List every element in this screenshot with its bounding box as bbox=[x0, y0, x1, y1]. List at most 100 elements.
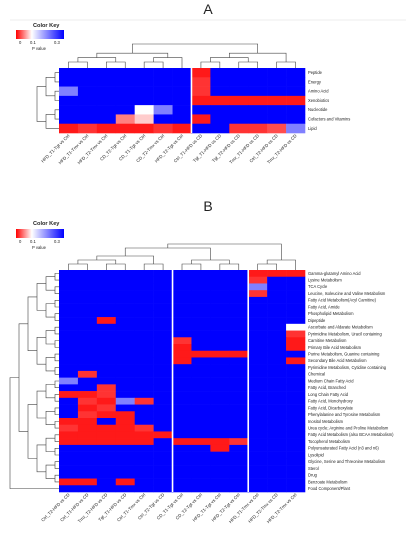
heatmap-cell bbox=[77, 384, 98, 392]
heatmap-cell bbox=[77, 465, 98, 473]
dendrogram-branch bbox=[54, 353, 59, 362]
heatmap-cell bbox=[191, 77, 211, 87]
heatmap-cell bbox=[172, 68, 192, 78]
heatmap-cell bbox=[115, 123, 135, 134]
heatmap-cell bbox=[267, 310, 287, 318]
heatmap-cell bbox=[96, 391, 117, 399]
heatmap-cell bbox=[267, 377, 287, 385]
heatmap-cell bbox=[134, 350, 154, 358]
heatmap-cell bbox=[172, 438, 192, 446]
dendrogram-branch bbox=[36, 86, 46, 122]
heatmap-cell bbox=[134, 364, 154, 372]
heatmap-cell bbox=[134, 337, 154, 345]
row-label: Lysine Metabolism bbox=[308, 277, 342, 282]
heatmap-cell bbox=[248, 391, 268, 399]
heatmap-cell bbox=[210, 404, 230, 412]
dendrogram-branch bbox=[54, 340, 59, 348]
heatmap-cell bbox=[267, 290, 287, 298]
heatmap-cell bbox=[153, 411, 173, 419]
heatmap-cell bbox=[153, 290, 173, 298]
panel-b-heatmap bbox=[59, 270, 306, 493]
heatmap-cell bbox=[172, 458, 192, 466]
heatmap-cell bbox=[134, 303, 154, 311]
dendrogram-branch bbox=[45, 276, 55, 291]
heatmap-cell bbox=[248, 370, 268, 378]
heatmap-cell bbox=[210, 105, 230, 115]
heatmap-cell bbox=[286, 370, 306, 378]
heatmap-cell bbox=[59, 451, 79, 459]
dendrogram-branch bbox=[257, 263, 277, 270]
heatmap-cell bbox=[77, 391, 98, 399]
heatmap-cell bbox=[191, 68, 211, 78]
dendrogram-branch bbox=[54, 326, 59, 335]
heatmap-cell bbox=[134, 105, 154, 115]
heatmap-cell bbox=[267, 465, 287, 473]
row-label: Cofactors and Vitamins bbox=[308, 116, 350, 121]
heatmap-cell bbox=[191, 357, 211, 365]
heatmap-cell bbox=[172, 377, 192, 385]
dendrogram-branch bbox=[45, 464, 55, 479]
heatmap-cell bbox=[96, 114, 117, 125]
heatmap-cell bbox=[210, 68, 230, 78]
heatmap-cell bbox=[286, 310, 306, 318]
heatmap-cell bbox=[286, 384, 306, 392]
color-key-gradient bbox=[16, 30, 64, 39]
heatmap-cell bbox=[134, 438, 154, 446]
dendrogram-branch bbox=[106, 263, 126, 270]
heatmap-cell bbox=[115, 296, 135, 304]
dendrogram-branch bbox=[276, 61, 296, 68]
heatmap-cell bbox=[267, 458, 287, 466]
heatmap-cell bbox=[248, 303, 268, 311]
dendrogram-branch bbox=[132, 43, 258, 54]
row-label: Secondary Bile Acid Metabolism bbox=[308, 358, 367, 363]
heatmap-cell bbox=[191, 317, 211, 325]
heatmap-cell bbox=[115, 290, 135, 298]
heatmap-cell bbox=[172, 451, 192, 459]
heatmap-cell bbox=[286, 444, 306, 452]
heatmap-cell bbox=[115, 451, 135, 459]
heatmap-cell bbox=[96, 471, 117, 479]
dendrogram-branch bbox=[36, 283, 46, 311]
heatmap-cell bbox=[59, 77, 79, 87]
heatmap-cell bbox=[191, 344, 211, 352]
heatmap-cell bbox=[134, 485, 154, 493]
heatmap-cell bbox=[59, 330, 79, 338]
row-label: Phospholipid Metabolism bbox=[308, 311, 354, 316]
heatmap-cell bbox=[96, 370, 117, 378]
dendrogram-branch bbox=[238, 61, 258, 68]
heatmap-cell bbox=[59, 478, 79, 486]
heatmap-cell bbox=[210, 344, 230, 352]
heatmap-cell bbox=[248, 384, 268, 392]
heatmap-cell bbox=[286, 330, 306, 338]
heatmap-cell bbox=[96, 404, 117, 412]
heatmap-cell bbox=[210, 384, 230, 392]
heatmap-cell bbox=[229, 418, 249, 426]
heatmap-cell bbox=[286, 485, 306, 493]
heatmap-cell bbox=[153, 270, 173, 278]
color-key-tick-0: 0 bbox=[19, 40, 22, 45]
row-label: Urea cycle; Arginine and Proline Metabol… bbox=[308, 425, 389, 430]
heatmap-cell bbox=[267, 350, 287, 358]
heatmap-cell bbox=[267, 370, 287, 378]
dendrogram-branch bbox=[45, 410, 55, 426]
heatmap-cell bbox=[229, 377, 249, 385]
panel-a-row-labels: Peptide Energy Amino Acid Xenobiotics Nucleo… bbox=[308, 70, 350, 131]
dendrogram-branch bbox=[54, 380, 59, 389]
heatmap-cell bbox=[172, 330, 192, 338]
heatmap-cell bbox=[115, 270, 135, 278]
heatmap-cell bbox=[96, 384, 117, 392]
heatmap-cell bbox=[267, 86, 287, 97]
heatmap-cell bbox=[77, 438, 98, 446]
heatmap-cell bbox=[153, 303, 173, 311]
heatmap-cell bbox=[267, 77, 287, 87]
heatmap-cell bbox=[286, 68, 306, 78]
panel-a-heatmap bbox=[59, 68, 306, 134]
row-label: Nucleotide bbox=[308, 107, 328, 112]
dendrogram-branch bbox=[36, 336, 46, 365]
heatmap-cell bbox=[229, 465, 249, 473]
heatmap-cell bbox=[59, 303, 79, 311]
color-key-title: Color Key bbox=[33, 23, 60, 29]
heatmap-cell bbox=[153, 404, 173, 412]
heatmap-cell bbox=[191, 310, 211, 318]
row-label: Medium Chain Fatty Acid bbox=[308, 378, 354, 383]
